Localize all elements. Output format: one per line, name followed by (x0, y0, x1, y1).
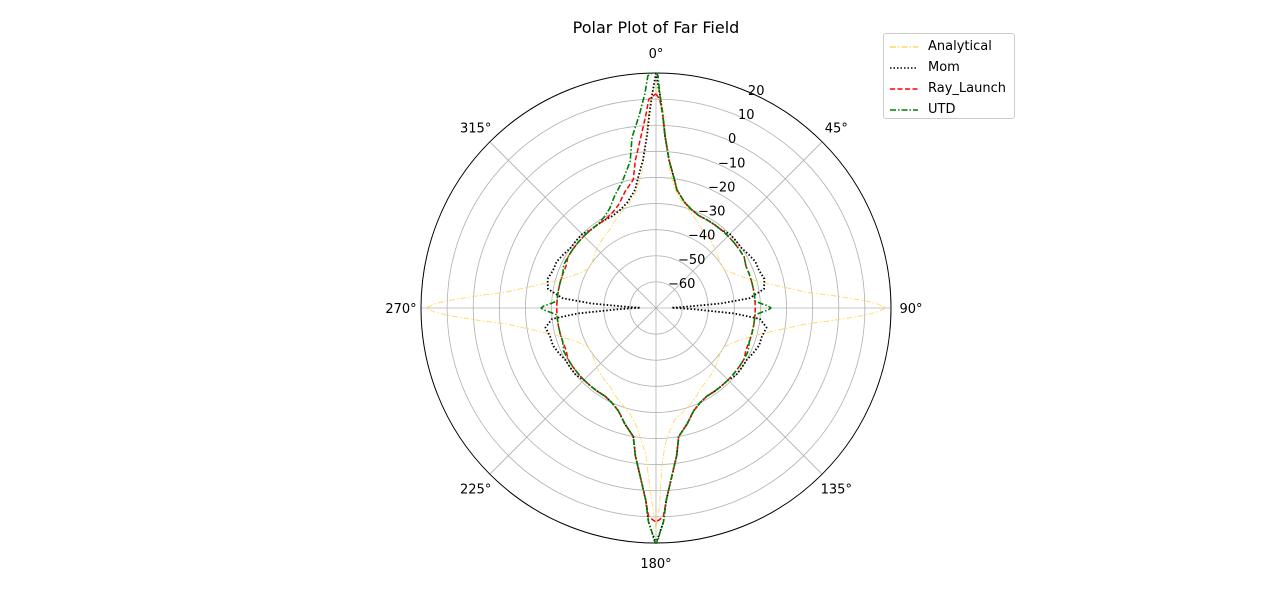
r-tick-label: −20 (708, 180, 735, 195)
r-tick-label: 20 (748, 84, 765, 99)
legend-swatch (890, 108, 918, 111)
radial-gridline (489, 141, 657, 309)
circular-gridline (498, 150, 814, 466)
series-lines (425, 72, 887, 544)
circular-gridline (603, 255, 709, 361)
radial-gridline (489, 307, 657, 475)
circular-gridline (472, 124, 840, 492)
circular-gridline (629, 281, 683, 335)
legend-label: UTD (928, 102, 956, 117)
circular-gridline (577, 229, 735, 387)
r-tick-label: 10 (738, 108, 755, 123)
theta-tick-label: 225° (460, 482, 491, 497)
radial-gridline (655, 307, 823, 475)
theta-tick-label: 180° (640, 557, 671, 572)
theta-tick-label: 45° (825, 122, 848, 137)
theta-tick-label: 270° (385, 302, 416, 317)
r-tick-label: −40 (688, 229, 715, 244)
theta-tick-label: 315° (460, 122, 491, 137)
legend-label: Mom (928, 60, 960, 75)
theta-tick-label: 0° (649, 47, 664, 62)
legend-item-analytical: Analytical (884, 36, 1014, 57)
series-line-utd (540, 72, 772, 544)
theta-tick-label: 135° (821, 482, 852, 497)
legend-label: Analytical (928, 39, 992, 54)
circular-gridline (551, 203, 761, 413)
r-tick-label: −60 (668, 277, 695, 292)
circular-gridline (446, 98, 866, 518)
tick-labels: −60 −50 −40 −30 −20 −10 010 20 0° 45° 90° 135° 180° 2… (385, 47, 922, 572)
r-tick-label: −50 (678, 253, 705, 268)
chart-title: Polar Plot of Far Field (572, 18, 740, 37)
legend-swatch (890, 87, 918, 90)
series-line-analytical (425, 85, 887, 531)
legend-swatch (890, 45, 918, 48)
legend-swatch (890, 66, 918, 69)
theta-tick-label: 90° (899, 302, 922, 317)
legend: Analytical Mom Ray_Launch UTD (883, 33, 1015, 119)
legend-item-ray-launch: Ray_Launch (884, 78, 1014, 99)
polar-grid (420, 72, 892, 544)
radial-gridline (655, 141, 823, 309)
r-tick-label: 0 (728, 132, 736, 147)
circular-gridline (525, 177, 787, 439)
legend-item-mom: Mom (884, 57, 1014, 78)
legend-label: Ray_Launch (928, 81, 1006, 96)
r-tick-label: −10 (718, 156, 745, 171)
r-tick-label: −30 (698, 205, 725, 220)
legend-item-utd: UTD (884, 99, 1014, 120)
